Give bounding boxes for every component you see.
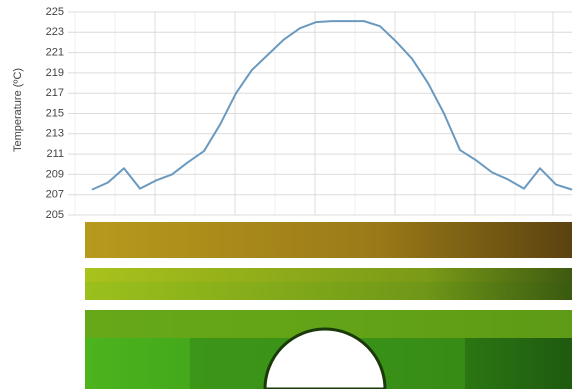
- line-series: [92, 21, 572, 189]
- y-tick-label: 221: [46, 47, 64, 59]
- screenshot: Temperature (ºC) 205 207 209 211 213 215 217 21…: [0, 0, 586, 389]
- y-axis-label: Temperature (ºC): [12, 68, 24, 152]
- piston-render: [85, 222, 572, 389]
- y-tick-label: 215: [46, 107, 64, 119]
- y-tick-label: 217: [46, 87, 64, 99]
- y-tick-label: 213: [46, 128, 64, 140]
- y-tick-label: 205: [46, 209, 64, 221]
- y-tick-label: 219: [46, 67, 64, 79]
- y-tick-label: 225: [46, 6, 64, 18]
- y-tick-label: 211: [46, 148, 64, 160]
- y-tick-label: 223: [46, 26, 64, 38]
- y-tick-label: 207: [46, 189, 64, 201]
- y-tick-label: 209: [46, 168, 64, 180]
